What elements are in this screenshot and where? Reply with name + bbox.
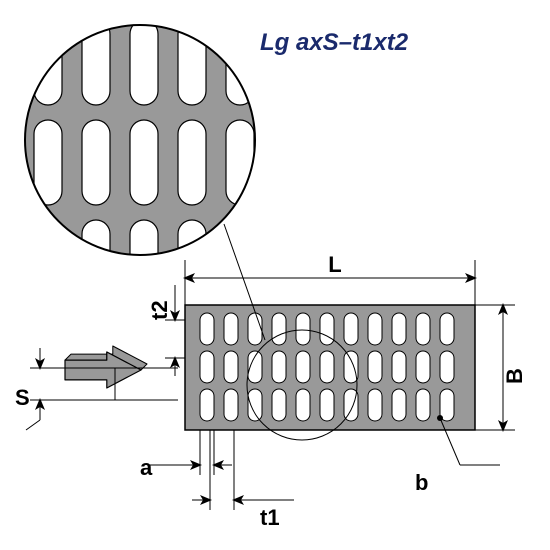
slot: [392, 351, 406, 383]
slot: [272, 351, 286, 383]
dim-label-t1: t1: [260, 505, 280, 530]
slot: [416, 313, 430, 345]
slot: [296, 351, 310, 383]
slot: [296, 389, 310, 421]
magnifier-content: [23, 20, 257, 305]
slot: [440, 313, 454, 345]
slot: [248, 313, 262, 345]
slot: [392, 389, 406, 421]
slot: [272, 389, 286, 421]
slot: [440, 351, 454, 383]
slot: [224, 389, 238, 421]
slot: [416, 351, 430, 383]
slot: [200, 351, 214, 383]
dim-label-B: B: [502, 368, 527, 384]
slot: [368, 313, 382, 345]
slot: [272, 313, 286, 345]
dim-label-S: S: [15, 385, 30, 410]
slot: [320, 313, 334, 345]
diagram-title: Lg axS–t1xt2: [260, 29, 409, 56]
slot: [392, 313, 406, 345]
slot: [224, 313, 238, 345]
dim-label-t2: t2: [147, 300, 172, 320]
slot: [368, 351, 382, 383]
slot: [248, 389, 262, 421]
slot: [320, 389, 334, 421]
direction-arrow: [65, 346, 147, 388]
slot: [200, 313, 214, 345]
dim-label-L: L: [328, 252, 341, 277]
slot: [200, 389, 214, 421]
slot: [224, 351, 238, 383]
slot: [344, 351, 358, 383]
dim-label-a: a: [140, 455, 153, 480]
slot: [368, 389, 382, 421]
dim-label-b: b: [415, 470, 428, 495]
slot: [416, 389, 430, 421]
slot: [296, 313, 310, 345]
slot: [344, 313, 358, 345]
slot: [320, 351, 334, 383]
